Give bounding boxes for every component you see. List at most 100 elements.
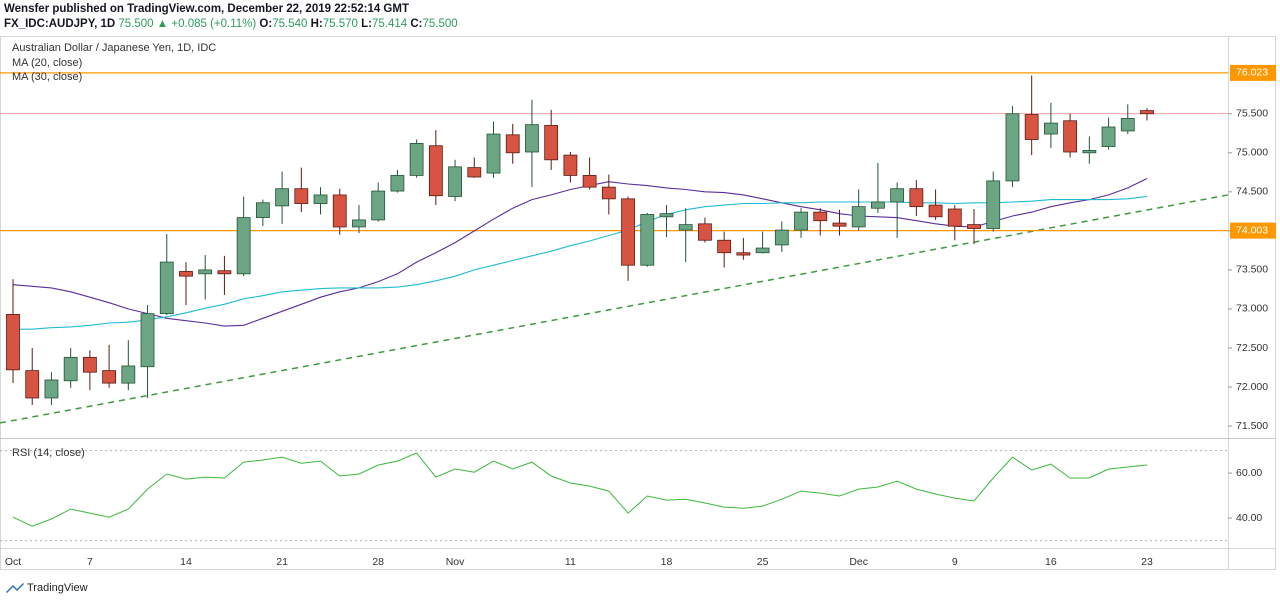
candle-body xyxy=(1082,150,1097,154)
candle-body xyxy=(601,186,616,200)
candle xyxy=(505,123,520,164)
candle xyxy=(851,189,866,231)
y-tick-label: 75.000 xyxy=(1236,147,1268,159)
change: +0.085 (+0.11%) xyxy=(171,18,257,30)
candle-body xyxy=(467,167,482,178)
candle-body xyxy=(217,270,232,275)
candle xyxy=(275,171,289,224)
footer-logo: TradingView xyxy=(6,582,88,594)
candle xyxy=(409,139,424,178)
logo-icon xyxy=(6,583,24,593)
candle xyxy=(736,237,751,260)
ohlc-label: C: xyxy=(410,18,423,30)
symbol: FX_IDC:AUDJPY, 1D xyxy=(4,18,116,30)
price: 75.500 xyxy=(118,18,154,30)
candle xyxy=(352,205,366,234)
candle-body xyxy=(640,214,655,266)
y-tick-label: 71.500 xyxy=(1236,420,1268,432)
candle-body xyxy=(82,356,97,373)
candle xyxy=(909,180,924,217)
candle xyxy=(582,157,597,190)
candle-body xyxy=(44,379,59,399)
candle xyxy=(755,231,770,254)
candle-body xyxy=(755,247,770,254)
x-tick-label: 9 xyxy=(952,556,958,568)
candle-body xyxy=(1063,120,1078,153)
candle xyxy=(236,196,251,277)
candle-body xyxy=(140,313,155,368)
candle-body xyxy=(947,208,962,227)
candle-body xyxy=(544,125,559,161)
candle xyxy=(371,182,386,222)
candle-body xyxy=(505,134,520,154)
chart-title: Australian Dollar / Japanese Yen, 1D, ID… xyxy=(12,42,216,54)
candle xyxy=(871,162,885,213)
y-tick-label: 40.00 xyxy=(1236,512,1262,524)
candle-body xyxy=(352,219,366,228)
candle-body xyxy=(294,188,309,204)
x-tick-label: Nov xyxy=(446,556,465,568)
y-tick-label: 73.000 xyxy=(1236,303,1268,315)
candle xyxy=(217,255,232,295)
candle-body xyxy=(102,370,117,384)
x-tick-label: 28 xyxy=(372,556,384,568)
candle xyxy=(967,209,981,245)
ma-line xyxy=(13,195,1148,330)
candle-body xyxy=(63,356,78,382)
y-tick-label: 72.000 xyxy=(1236,381,1268,393)
candle-body xyxy=(582,175,597,188)
ohlc-value: 75.414 xyxy=(371,18,408,30)
candle xyxy=(25,347,40,405)
x-tick-label: 25 xyxy=(757,556,769,568)
candle xyxy=(698,217,712,243)
candle xyxy=(332,188,347,235)
candle-body xyxy=(1101,126,1116,147)
level-label: 76.023 xyxy=(1236,67,1268,79)
candle-body xyxy=(1024,114,1039,140)
candle xyxy=(678,208,693,263)
candle-body xyxy=(428,145,443,197)
candle xyxy=(44,372,59,405)
x-tick-label: 18 xyxy=(661,556,673,568)
candle xyxy=(947,205,962,241)
candle-body xyxy=(6,314,20,371)
candle xyxy=(832,209,847,236)
author: Wensfer published on TradingView.com, De… xyxy=(4,3,409,15)
candle-body xyxy=(851,206,866,228)
candle-body xyxy=(121,365,136,384)
candle xyxy=(640,212,655,267)
candle-body xyxy=(813,211,828,222)
candle-body xyxy=(1005,113,1020,182)
legend-entry: MA (20, close) xyxy=(12,57,82,69)
legend-entry: MA (30, close) xyxy=(12,71,82,83)
y-tick-label: 73.500 xyxy=(1236,264,1268,276)
candle xyxy=(179,262,193,306)
candle-body xyxy=(313,194,328,204)
candle-body xyxy=(832,222,847,227)
candle xyxy=(121,340,136,391)
trendline xyxy=(0,194,1229,424)
candle xyxy=(601,174,616,215)
candle-body xyxy=(871,201,885,209)
brand: TradingView xyxy=(27,582,88,594)
y-tick-label: 74.500 xyxy=(1236,186,1268,198)
candle xyxy=(390,169,405,193)
ohlc-label: H: xyxy=(310,18,323,30)
symbol-line: FX_IDC:AUDJPY, 1D 75.500 ▲ +0.085 (+0.11… xyxy=(4,17,458,32)
candle xyxy=(986,171,1001,232)
candle-body xyxy=(1140,110,1154,115)
candle-body xyxy=(255,202,270,218)
candle-body xyxy=(409,143,424,176)
candle-body xyxy=(236,217,251,275)
candle-body xyxy=(967,224,981,229)
candle xyxy=(294,167,309,213)
candle-body xyxy=(448,166,462,197)
candle-body xyxy=(986,180,1001,229)
candle xyxy=(1120,104,1135,135)
ohlc-value: 75.500 xyxy=(422,18,458,30)
y-tick-label: 60.00 xyxy=(1236,467,1262,479)
candle xyxy=(659,205,674,238)
arrow: ▲ xyxy=(156,18,169,30)
candle-body xyxy=(179,271,193,277)
